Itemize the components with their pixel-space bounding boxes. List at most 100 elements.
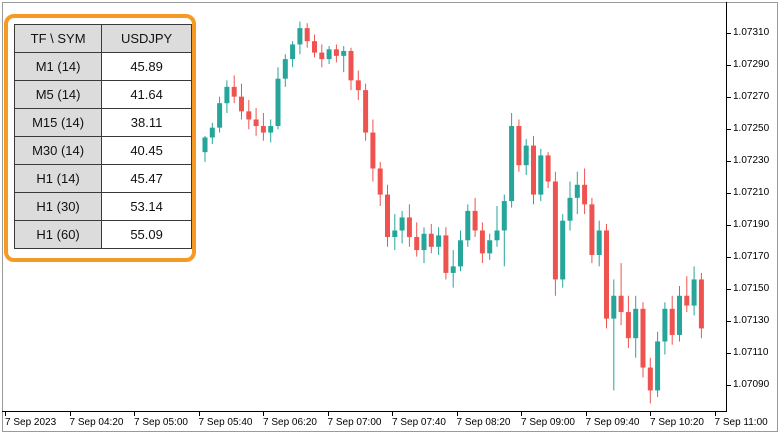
- price-label: 1.07290: [733, 59, 770, 70]
- price-tick: [727, 225, 731, 226]
- row-value: 38.11: [101, 108, 192, 137]
- time-label: 7 Sep 10:20: [650, 417, 704, 428]
- bear-candle: [246, 111, 252, 120]
- bear-candle: [625, 312, 631, 339]
- bear-candle: [428, 233, 434, 247]
- bull-candle: [290, 44, 296, 60]
- price-tick: [727, 161, 731, 162]
- bear-candle: [355, 80, 361, 91]
- price-tick: [727, 321, 731, 322]
- plot-area[interactable]: [2, 2, 727, 412]
- bear-candle: [640, 308, 646, 368]
- table-row: M15 (14) 38.11: [13, 108, 192, 137]
- bull-candle: [465, 210, 471, 241]
- bull-candle: [487, 240, 493, 254]
- bull-candle: [275, 78, 281, 127]
- bear-candle: [545, 155, 551, 182]
- time-label: 7 Sep 05:00: [134, 417, 188, 428]
- price-label: 1.07210: [733, 187, 770, 198]
- bear-candle: [333, 49, 339, 56]
- bear-candle: [531, 145, 536, 195]
- time-tick: [585, 412, 587, 416]
- row-timeframe: M15 (14): [13, 108, 103, 137]
- bear-candle: [370, 132, 376, 169]
- row-timeframe: M1 (14): [13, 52, 103, 81]
- bull-candle: [596, 230, 602, 255]
- bear-candle: [348, 50, 354, 81]
- bull-candle: [282, 59, 288, 79]
- time-tick: [714, 412, 716, 416]
- price-label: 1.07270: [733, 91, 770, 102]
- row-value: 53.14: [101, 192, 192, 221]
- time-tick: [327, 412, 329, 416]
- time-label: 7 Sep 07:40: [392, 417, 446, 428]
- bear-candle: [684, 295, 690, 306]
- bear-candle: [589, 204, 595, 255]
- bull-candle: [501, 201, 507, 231]
- bull-candle: [662, 308, 668, 342]
- bear-candle: [363, 90, 369, 133]
- row-timeframe: H1 (14): [13, 164, 103, 193]
- time-label: 7 Sep 2023: [5, 417, 57, 428]
- row-value: 45.47: [101, 164, 192, 193]
- price-tick: [727, 257, 731, 258]
- price-tick: [727, 289, 731, 290]
- candlestick-chart: [202, 21, 704, 404]
- time-label: 7 Sep 09:40: [585, 417, 640, 428]
- row-value: 45.89: [101, 52, 192, 81]
- bear-candle: [319, 52, 325, 60]
- time-tick: [456, 412, 458, 416]
- row-timeframe: H1 (60): [13, 220, 103, 249]
- bull-candle: [655, 341, 661, 391]
- bull-candle: [560, 220, 566, 280]
- bear-candle: [443, 235, 449, 273]
- row-timeframe: M30 (14): [13, 136, 103, 165]
- rsi-table: TF \ SYM USDJPY M1 (14) 45.89 M5 (14) 41…: [13, 24, 192, 249]
- price-label: 1.07150: [733, 283, 770, 294]
- time-tick: [69, 412, 71, 416]
- time-tick: [650, 412, 651, 416]
- bull-candle: [691, 279, 697, 306]
- bull-candle: [268, 126, 274, 133]
- table-row: H1 (30) 53.14: [13, 192, 192, 221]
- bear-candle: [516, 126, 522, 166]
- row-value: 55.09: [101, 220, 192, 249]
- bull-candle: [611, 295, 617, 319]
- price-label: 1.07250: [733, 123, 770, 134]
- bull-candle: [567, 197, 573, 221]
- price-label: 1.07110: [733, 347, 769, 358]
- header-symbol: USDJPY: [101, 24, 192, 53]
- table-row: M30 (14) 40.45: [13, 136, 192, 165]
- bear-candle: [698, 279, 704, 329]
- bull-candle: [421, 233, 427, 251]
- bear-candle: [406, 217, 412, 238]
- price-tick: [727, 97, 731, 98]
- price-tick: [727, 65, 731, 66]
- bear-candle: [260, 126, 266, 133]
- bull-candle: [341, 50, 347, 56]
- price-tick: [727, 193, 731, 194]
- bear-candle: [239, 96, 244, 112]
- table-row: M5 (14) 41.64: [13, 80, 192, 109]
- bull-candle: [494, 230, 500, 241]
- time-label: 7 Sep 06:20: [263, 417, 317, 428]
- table-header-row: TF \ SYM USDJPY: [13, 24, 192, 53]
- bull-candle: [677, 295, 682, 335]
- bear-candle: [604, 230, 609, 319]
- table-row: H1 (14) 45.47: [13, 164, 192, 193]
- time-tick: [5, 412, 6, 416]
- price-tick: [727, 353, 731, 354]
- bear-candle: [253, 119, 259, 127]
- row-timeframe: M5 (14): [13, 80, 103, 109]
- bull-candle: [209, 127, 215, 138]
- price-tick: [727, 385, 731, 386]
- time-label: 7 Sep 04:20: [69, 417, 124, 428]
- price-tick: [727, 129, 731, 130]
- bear-candle: [582, 184, 588, 205]
- bull-candle: [436, 235, 442, 247]
- bull-candle: [523, 145, 529, 166]
- row-value: 41.64: [101, 80, 192, 109]
- bull-candle: [458, 240, 463, 267]
- bear-candle: [479, 230, 485, 254]
